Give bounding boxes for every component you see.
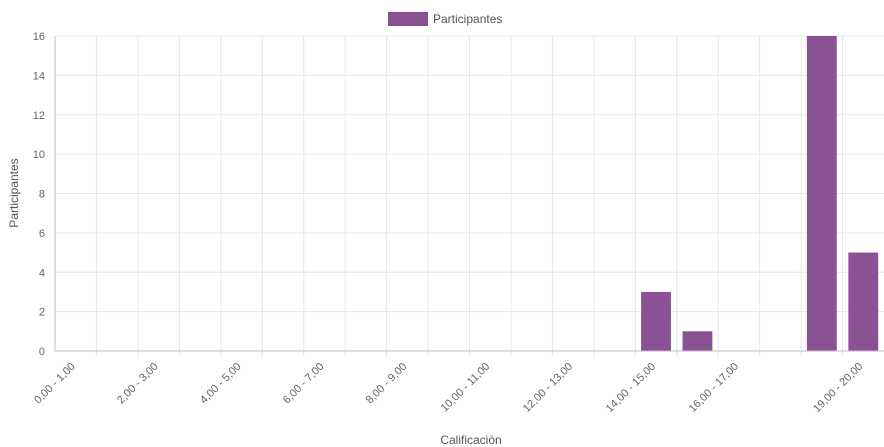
y-tick-label: 12 [33, 110, 45, 122]
legend-label: Participantes [433, 12, 502, 26]
gridlines [55, 35, 884, 357]
y-tick-label: 6 [39, 228, 45, 240]
bar[interactable] [806, 36, 837, 351]
y-tick-label: 2 [39, 307, 45, 319]
x-tick-label: 0,00 - 1,00 [32, 361, 78, 407]
bar[interactable] [848, 252, 879, 351]
x-tick-label: 4,00 - 5,00 [198, 361, 244, 407]
y-tick-label: 14 [33, 70, 45, 82]
y-tick-labels: 0 2 4 6 8 10 12 14 16 [33, 31, 45, 358]
x-tick-label: 6,00 - 7,00 [281, 361, 327, 407]
legend[interactable]: Participantes [388, 12, 502, 26]
y-tick-label: 0 [39, 346, 45, 358]
bar[interactable] [682, 331, 713, 351]
y-tick-label: 8 [39, 189, 45, 201]
x-tick-label: 8,00 - 9,00 [364, 361, 410, 407]
x-tick-label: 2,00 - 3,00 [115, 361, 161, 407]
bars [641, 36, 879, 351]
x-tick-label: 19,00 - 20,00 [811, 361, 865, 415]
y-tick-label: 10 [33, 149, 45, 161]
x-tick-label: 12,00 - 13,00 [521, 361, 575, 415]
x-axis-title: Calificación [440, 433, 501, 447]
bar[interactable] [641, 291, 671, 351]
y-tick-label: 4 [39, 267, 45, 279]
legend-swatch [388, 12, 428, 26]
axes [54, 36, 884, 352]
y-axis-title: Participantes [7, 158, 21, 227]
x-tick-label: 16,00 - 17,00 [687, 361, 741, 415]
x-tick-label: 10,00 - 11,00 [439, 361, 493, 415]
x-tick-label: 14,00 - 15,00 [604, 361, 658, 415]
y-tick-label: 16 [33, 31, 45, 43]
x-tick-labels: 0,00 - 1,00 2,00 - 3,00 4,00 - 5,00 6,00 - … [32, 361, 865, 415]
